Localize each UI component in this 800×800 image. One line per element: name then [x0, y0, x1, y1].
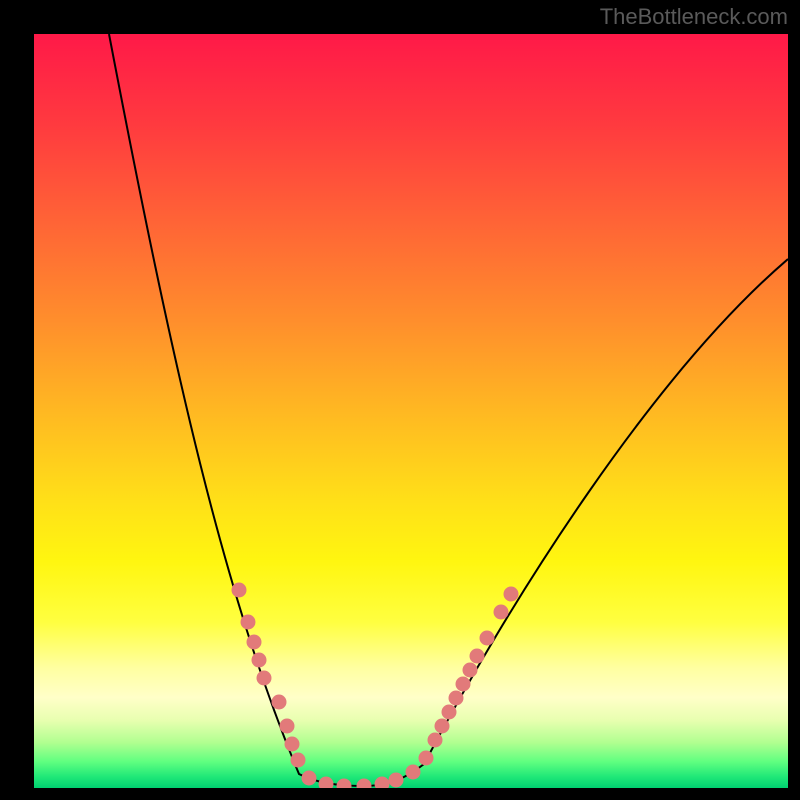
curve-marker — [428, 733, 443, 748]
curve-marker — [504, 587, 519, 602]
curve-marker — [389, 773, 404, 788]
curve-marker — [285, 737, 300, 752]
curve-marker — [480, 631, 495, 646]
curve-marker — [241, 615, 256, 630]
watermark-text: TheBottleneck.com — [600, 4, 788, 30]
curve-marker — [463, 663, 478, 678]
curve-marker — [449, 691, 464, 706]
curve-marker — [257, 671, 272, 686]
curve-marker — [442, 705, 457, 720]
curve-marker — [375, 777, 390, 789]
bottleneck-curve — [34, 34, 788, 788]
curve-marker — [232, 583, 247, 598]
curve-marker — [302, 771, 317, 786]
curve-marker — [337, 779, 352, 789]
curve-marker — [406, 765, 421, 780]
curve-marker — [456, 677, 471, 692]
curve-marker — [494, 605, 509, 620]
plot-area — [34, 34, 788, 788]
curve-marker — [319, 777, 334, 789]
curve-marker — [272, 695, 287, 710]
curve-marker — [419, 751, 434, 766]
curve-marker — [252, 653, 267, 668]
curve-marker — [357, 779, 372, 789]
curve-marker — [280, 719, 295, 734]
curve-marker — [291, 753, 306, 768]
curve-marker — [435, 719, 450, 734]
curve-marker — [470, 649, 485, 664]
curve-marker — [247, 635, 262, 650]
